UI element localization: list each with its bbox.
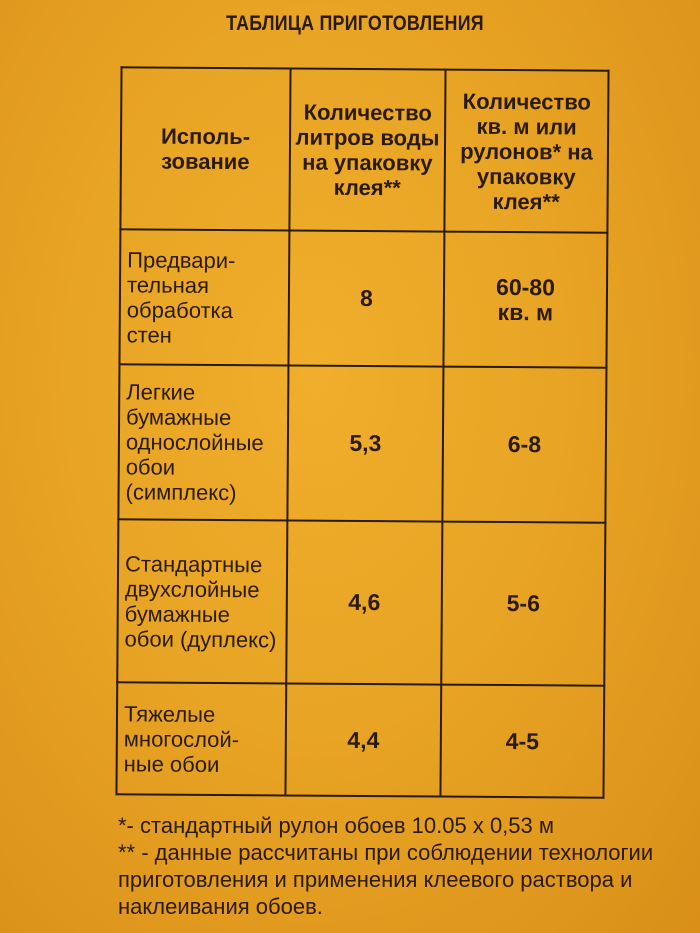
water-cell: 5,3 xyxy=(287,365,444,522)
water-cell: 4,4 xyxy=(285,683,442,797)
table-row: Предвари-тельная обработка стен 8 60-80 … xyxy=(119,229,608,368)
table-row: Стандартные двухслойные бумажные обои (д… xyxy=(117,519,606,686)
table-title: ТАБЛИЦА ПРИГОТОВЛЕНИЯ xyxy=(226,12,484,35)
area-cell: 4-5 xyxy=(440,684,605,798)
footnotes: *- стандартный рулон обоев 10.05 х 0,53 … xyxy=(118,812,678,920)
water-cell: 4,6 xyxy=(286,520,443,685)
area-cell: 5-6 xyxy=(441,521,606,686)
area-cell: 6-8 xyxy=(442,366,607,523)
header-area: Количество кв. м или рулонов* на упаковк… xyxy=(444,69,609,233)
use-cell: Предвари-тельная обработка стен xyxy=(119,229,290,366)
water-cell: 8 xyxy=(288,230,445,367)
use-cell: Легкие бумажные однослойные обои (симпле… xyxy=(118,364,289,521)
table-row: Легкие бумажные однослойные обои (симпле… xyxy=(118,364,607,523)
header-row: Исполь- зование Количество литров воды н… xyxy=(120,67,609,233)
use-cell: Тяжелые многослой-ные обои xyxy=(116,682,287,796)
header-use: Исполь- зование xyxy=(120,67,291,231)
footnote-1: *- стандартный рулон обоев 10.05 х 0,53 … xyxy=(118,813,555,838)
area-cell: 60-80 кв. м xyxy=(443,231,608,368)
preparation-table: Исполь- зование Количество литров воды н… xyxy=(115,66,609,798)
footnote-2: ** - данные рассчитаны при соблюдении те… xyxy=(118,840,654,919)
table-row: Тяжелые многослой-ные обои 4,4 4-5 xyxy=(116,682,605,798)
use-cell: Стандартные двухслойные бумажные обои (д… xyxy=(117,519,288,684)
header-water: Количество литров воды на упаковку клея*… xyxy=(289,68,446,232)
